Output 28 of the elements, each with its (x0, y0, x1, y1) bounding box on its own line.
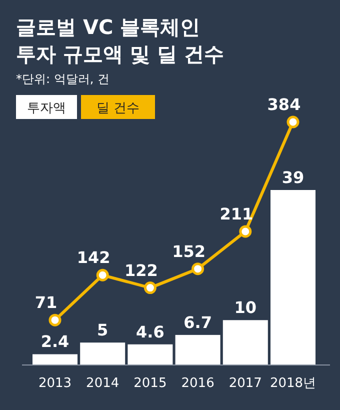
data-label: 71 (34, 293, 58, 312)
data-label: 6.7 (184, 312, 212, 332)
data-label: 384 (267, 95, 301, 114)
x-tick-label: 2014 (86, 376, 120, 391)
x-tick-label: 2018년 (270, 376, 316, 391)
chart-title: 글로벌 VC 블록체인 투자 규모액 및 딜 건수 (16, 15, 224, 66)
bar (175, 334, 220, 365)
data-label: 152 (172, 242, 206, 261)
chart-subtitle: *단위: 억달러, 건 (16, 72, 110, 86)
bar (80, 342, 126, 365)
text: 투자액 (27, 101, 66, 116)
bar (222, 320, 268, 365)
text: 딜 건수 (96, 101, 140, 116)
bar (32, 354, 78, 365)
data-label: 142 (76, 248, 110, 268)
x-tick-label: 2016 (181, 376, 214, 391)
data-label: 10 (234, 298, 257, 318)
bar (128, 344, 173, 365)
data-label: 211 (220, 204, 254, 224)
data-label: 5 (97, 320, 108, 340)
data-label: 39 (282, 168, 304, 187)
x-tick-label: 2015 (134, 376, 167, 391)
x-tick-label: 2013 (38, 376, 72, 391)
data-label: 122 (124, 260, 158, 280)
bar (270, 190, 316, 365)
x-tick-label: 2017 (228, 376, 262, 391)
data-label: 2.4 (40, 332, 70, 352)
data-label: 4.6 (136, 322, 164, 342)
